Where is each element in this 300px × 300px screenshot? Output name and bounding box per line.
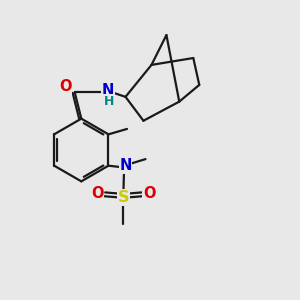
Text: O: O [91, 186, 104, 201]
Text: O: O [143, 186, 156, 201]
Text: N: N [119, 158, 132, 173]
Text: S: S [118, 190, 129, 205]
Text: N: N [102, 83, 114, 98]
Text: H: H [104, 95, 114, 108]
Text: O: O [59, 80, 71, 94]
